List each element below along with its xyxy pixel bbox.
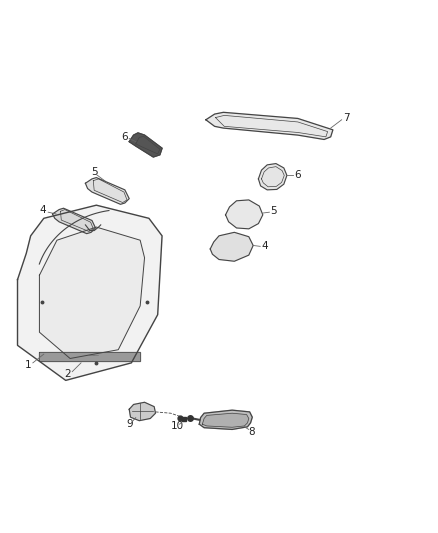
Polygon shape [202, 413, 249, 427]
Polygon shape [39, 227, 145, 359]
Polygon shape [199, 410, 252, 430]
Text: 10: 10 [171, 421, 184, 431]
Text: 6: 6 [121, 132, 128, 142]
Text: 4: 4 [261, 241, 268, 252]
Text: 4: 4 [39, 205, 46, 215]
Text: 8: 8 [248, 427, 255, 437]
Text: 2: 2 [64, 369, 71, 379]
Text: 5: 5 [270, 206, 277, 216]
Text: 9: 9 [126, 419, 133, 429]
Text: 1: 1 [25, 360, 32, 370]
Text: 5: 5 [91, 167, 98, 177]
Polygon shape [18, 205, 162, 381]
Polygon shape [210, 232, 253, 261]
Polygon shape [129, 133, 162, 157]
Polygon shape [39, 352, 140, 361]
Text: 6: 6 [294, 171, 301, 180]
Text: ——: —— [88, 354, 100, 359]
Polygon shape [206, 112, 333, 140]
Text: 7: 7 [343, 112, 350, 123]
Polygon shape [258, 164, 287, 190]
Polygon shape [53, 208, 95, 233]
Polygon shape [129, 402, 155, 421]
Polygon shape [85, 177, 129, 204]
Polygon shape [226, 200, 263, 229]
